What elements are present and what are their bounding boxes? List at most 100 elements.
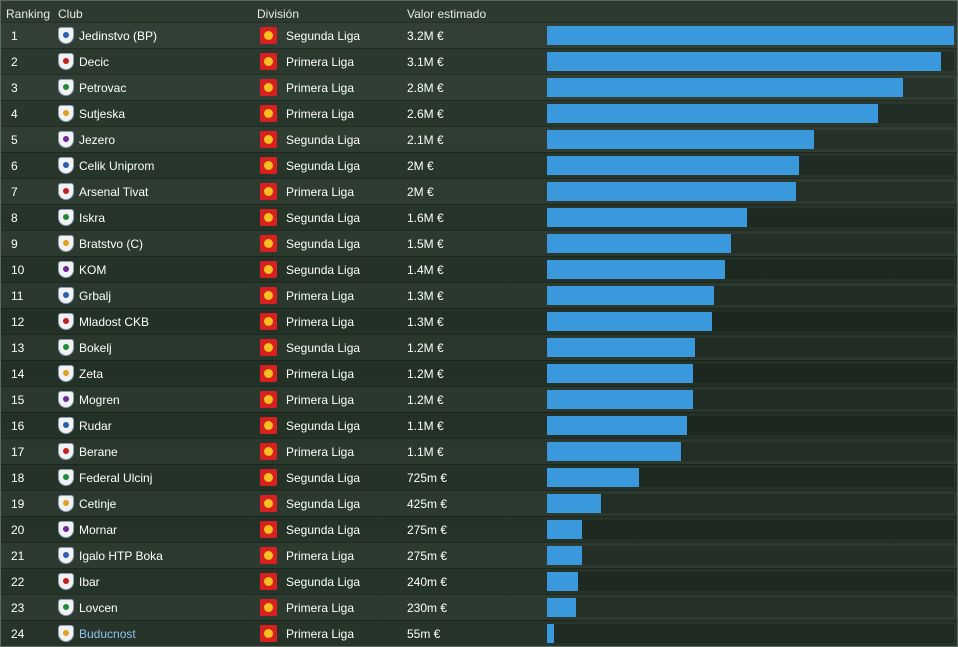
table-row[interactable]: 10 KOM Segunda Liga 1.4M € (1, 256, 957, 282)
value-bar-track (547, 546, 954, 565)
table-row[interactable]: 18 Federal Ulcinj Segunda Liga 725m € (1, 464, 957, 490)
league-badge-icon (260, 105, 277, 122)
table-row[interactable]: 19 Cetinje Segunda Liga 425m € (1, 490, 957, 516)
club-name-link[interactable]: Berane (79, 445, 118, 459)
table-row[interactable]: 9 Bratstvo (C) Segunda Liga 1.5M € (1, 230, 957, 256)
table-row[interactable]: 13 Bokelj Segunda Liga 1.2M € (1, 334, 957, 360)
value-column-header[interactable]: Valor estimado (407, 7, 487, 21)
table-row[interactable]: 23 Lovcen Primera Liga 230m € (1, 594, 957, 620)
club-name-link[interactable]: Igalo HTP Boka (79, 549, 163, 563)
table-row[interactable]: 8 Iskra Segunda Liga 1.6M € (1, 204, 957, 230)
league-badge-icon (260, 365, 277, 382)
division-name-link[interactable]: Primera Liga (286, 107, 355, 121)
rank-number: 11 (11, 289, 24, 303)
table-row[interactable]: 6 Celik Uniprom Segunda Liga 2M € (1, 152, 957, 178)
division-name-link[interactable]: Segunda Liga (286, 237, 361, 251)
club-name-link[interactable]: Petrovac (79, 81, 127, 95)
table-row[interactable]: 15 Mogren Primera Liga 1.2M € (1, 386, 957, 412)
division-name-link[interactable]: Segunda Liga (286, 471, 361, 485)
division-name-link[interactable]: Segunda Liga (286, 159, 361, 173)
rank-number: 16 (11, 419, 25, 433)
division-name-link[interactable]: Primera Liga (286, 601, 355, 615)
league-badge-icon (260, 53, 277, 70)
club-name-link[interactable]: Bratstvo (C) (79, 237, 144, 251)
division-name-link[interactable]: Primera Liga (286, 445, 355, 459)
division-name-link[interactable]: Segunda Liga (286, 419, 361, 433)
club-name-link[interactable]: Zeta (79, 367, 104, 381)
division-column-header[interactable]: División (257, 7, 300, 21)
club-name-link[interactable]: Grbalj (79, 289, 112, 303)
club-name-link[interactable]: Arsenal Tivat (79, 185, 149, 199)
division-name-link[interactable]: Segunda Liga (286, 497, 361, 511)
club-name-link[interactable]: Mladost CKB (79, 315, 150, 329)
division-name-link[interactable]: Segunda Liga (286, 133, 361, 147)
club-name-link[interactable]: Sutjeska (79, 107, 126, 121)
division-name-link[interactable]: Segunda Liga (286, 575, 361, 589)
club-name-link[interactable]: Iskra (79, 211, 106, 225)
rank-number: 6 (11, 159, 18, 173)
league-badge-icon (260, 625, 277, 642)
club-name-link[interactable]: Federal Ulcinj (79, 471, 153, 485)
division-name-link[interactable]: Primera Liga (286, 627, 355, 641)
value-bar (547, 286, 714, 305)
value-bar (547, 234, 732, 253)
value-bar-track (547, 286, 954, 305)
estimated-value: 2M € (407, 159, 434, 173)
table-row[interactable]: 22 Ibar Segunda Liga 240m € (1, 568, 957, 594)
club-name-link[interactable]: Decic (79, 55, 110, 69)
value-bar (547, 520, 582, 539)
division-name-link[interactable]: Primera Liga (286, 185, 355, 199)
table-row[interactable]: 24 Buducnost Primera Liga 55m € (1, 620, 957, 646)
division-name-link[interactable]: Segunda Liga (286, 341, 361, 355)
division-name-link[interactable]: Primera Liga (286, 81, 355, 95)
table-row[interactable]: 3 Petrovac Primera Liga 2.8M € (1, 74, 957, 100)
club-name-link[interactable]: Ibar (79, 575, 100, 589)
table-row[interactable]: 14 Zeta Primera Liga 1.2M € (1, 360, 957, 386)
division-name-link[interactable]: Primera Liga (286, 315, 355, 329)
division-name-link[interactable]: Primera Liga (286, 55, 355, 69)
club-name-link[interactable]: KOM (79, 263, 107, 277)
club-name-link[interactable]: Celik Uniprom (79, 159, 155, 173)
division-name-link[interactable]: Segunda Liga (286, 211, 361, 225)
league-badge-icon (260, 183, 277, 200)
club-name-link[interactable]: Mogren (79, 393, 120, 407)
division-name-link[interactable]: Segunda Liga (286, 29, 361, 43)
table-row[interactable]: 2 Decic Primera Liga 3.1M € (1, 48, 957, 74)
club-name-link[interactable]: Jedinstvo (BP) (79, 29, 158, 43)
value-bar-track (547, 442, 954, 461)
table-row[interactable]: 4 Sutjeska Primera Liga 2.6M € (1, 100, 957, 126)
value-bar-track (547, 208, 954, 227)
estimated-value: 1.2M € (407, 393, 444, 407)
club-name-link[interactable]: Mornar (79, 523, 118, 537)
club-name-link[interactable]: Jezero (79, 133, 116, 147)
table-row[interactable]: 5 Jezero Segunda Liga 2.1M € (1, 126, 957, 152)
table-row[interactable]: 17 Berane Primera Liga 1.1M € (1, 438, 957, 464)
club-column-header[interactable]: Club (58, 7, 83, 21)
division-name-link[interactable]: Primera Liga (286, 393, 355, 407)
table-row[interactable]: 20 Mornar Segunda Liga 275m € (1, 516, 957, 542)
table-row[interactable]: 7 Arsenal Tivat Primera Liga 2M € (1, 178, 957, 204)
value-bar-track (547, 598, 954, 617)
club-name-link[interactable]: Bokelj (79, 341, 112, 355)
division-name-link[interactable]: Segunda Liga (286, 263, 361, 277)
division-name-link[interactable]: Primera Liga (286, 289, 355, 303)
club-name-link[interactable]: Lovcen (79, 601, 118, 615)
division-name-link[interactable]: Primera Liga (286, 549, 355, 563)
table-row[interactable]: 16 Rudar Segunda Liga 1.1M € (1, 412, 957, 438)
club-name-link[interactable]: Buducnost (79, 627, 136, 641)
club-crest-icon (58, 261, 74, 278)
value-bar-track (547, 494, 954, 513)
division-name-link[interactable]: Segunda Liga (286, 523, 361, 537)
ranking-column-header[interactable]: Ranking (6, 7, 51, 21)
table-row[interactable]: 12 Mladost CKB Primera Liga 1.3M € (1, 308, 957, 334)
club-name-link[interactable]: Cetinje (79, 497, 117, 511)
table-row[interactable]: 11 Grbalj Primera Liga 1.3M € (1, 282, 957, 308)
club-name-link[interactable]: Rudar (79, 419, 112, 433)
division-name-link[interactable]: Primera Liga (286, 367, 355, 381)
table-row[interactable]: 1 Jedinstvo (BP) Segunda Liga 3.2M € (1, 22, 957, 48)
table-row[interactable]: 21 Igalo HTP Boka Primera Liga 275m € (1, 542, 957, 568)
rank-number: 2 (11, 55, 18, 69)
league-badge-icon (260, 573, 277, 590)
rank-number: 15 (11, 393, 25, 407)
